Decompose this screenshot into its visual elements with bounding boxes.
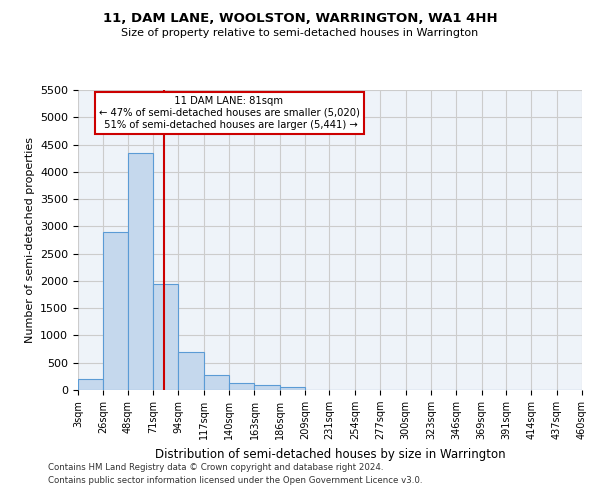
- Bar: [153, 284, 178, 390]
- Text: 11, DAM LANE, WOOLSTON, WARRINGTON, WA1 4HH: 11, DAM LANE, WOOLSTON, WARRINGTON, WA1 …: [103, 12, 497, 26]
- Bar: [128, 152, 153, 390]
- Text: 11 DAM LANE: 81sqm  
← 47% of semi-detached houses are smaller (5,020)
 51% of s: 11 DAM LANE: 81sqm ← 47% of semi-detache…: [98, 96, 359, 130]
- Bar: [254, 385, 280, 390]
- Y-axis label: Number of semi-detached properties: Number of semi-detached properties: [25, 137, 35, 343]
- Bar: [280, 387, 305, 390]
- Bar: [178, 352, 204, 390]
- Text: Size of property relative to semi-detached houses in Warrington: Size of property relative to semi-detach…: [121, 28, 479, 38]
- X-axis label: Distribution of semi-detached houses by size in Warrington: Distribution of semi-detached houses by …: [155, 448, 505, 460]
- Bar: [204, 376, 229, 390]
- Bar: [78, 379, 103, 390]
- Text: Contains HM Land Registry data © Crown copyright and database right 2024.: Contains HM Land Registry data © Crown c…: [48, 464, 383, 472]
- Bar: [229, 384, 254, 390]
- Text: Contains public sector information licensed under the Open Government Licence v3: Contains public sector information licen…: [48, 476, 422, 485]
- Bar: [103, 232, 128, 390]
